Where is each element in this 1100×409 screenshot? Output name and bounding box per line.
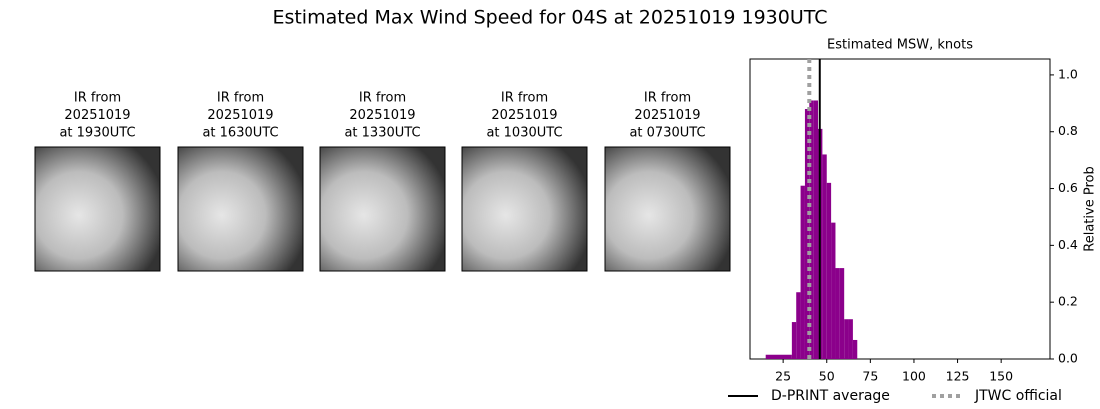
panel-label: at 1930UTC <box>59 126 135 141</box>
y-tick-label: 0.2 <box>1058 294 1078 309</box>
bar <box>831 222 836 359</box>
figure-title: Estimated Max Wind Speed for 04S at 2025… <box>272 7 827 29</box>
bar <box>809 100 814 360</box>
panel-label: IR from <box>644 91 691 106</box>
bar <box>839 268 845 359</box>
chart-title: Estimated MSW, knots <box>827 38 973 53</box>
legend-label: JTWC official <box>974 388 1062 404</box>
panel-label: IR from <box>501 91 548 106</box>
x-tick-label: 25 <box>775 369 791 384</box>
bar <box>826 182 832 359</box>
plot-frame <box>749 58 1051 360</box>
ir-image <box>461 146 588 272</box>
panel-label: 20251019 <box>349 108 415 123</box>
ir-image <box>604 146 731 272</box>
x-tick-label: 75 <box>862 369 878 384</box>
x-tick-label: 125 <box>946 369 970 384</box>
y-tick-label: 0.4 <box>1058 237 1078 252</box>
panel-label: 20251019 <box>207 108 273 123</box>
bar <box>796 292 801 359</box>
ir-image <box>34 146 161 272</box>
panel-label: 20251019 <box>64 108 130 123</box>
bar <box>765 354 792 359</box>
y-axis-label: Relative Prob <box>1083 166 1098 251</box>
y-tick-label: 0.8 <box>1058 123 1078 138</box>
panel-label: IR from <box>74 91 121 106</box>
panel-label: at 1630UTC <box>202 126 278 141</box>
y-tick-label: 0.0 <box>1058 351 1078 366</box>
bar <box>835 268 840 359</box>
panel-label: at 0730UTC <box>629 126 705 141</box>
x-tick-label: 50 <box>819 369 835 384</box>
bar <box>800 185 805 359</box>
panel-label: IR from <box>359 91 406 106</box>
y-tick-label: 1.0 <box>1058 66 1078 81</box>
panel-label: IR from <box>217 91 264 106</box>
bar <box>791 322 797 359</box>
ir-image <box>319 146 446 272</box>
legend-label: D-PRINT average <box>771 388 890 404</box>
panel-label: 20251019 <box>634 108 700 123</box>
panel-label: at 1030UTC <box>486 126 562 141</box>
panel-label: 20251019 <box>491 108 557 123</box>
bar <box>813 100 819 360</box>
x-tick-label: 100 <box>902 369 926 384</box>
panel-label: at 1330UTC <box>344 126 420 141</box>
x-tick-label: 150 <box>989 369 1013 384</box>
bar <box>804 109 810 359</box>
y-tick-label: 0.6 <box>1058 180 1078 195</box>
bar <box>852 339 858 359</box>
ir-image <box>177 146 304 272</box>
bar <box>848 319 853 359</box>
bar <box>822 154 827 359</box>
bar <box>844 319 849 359</box>
